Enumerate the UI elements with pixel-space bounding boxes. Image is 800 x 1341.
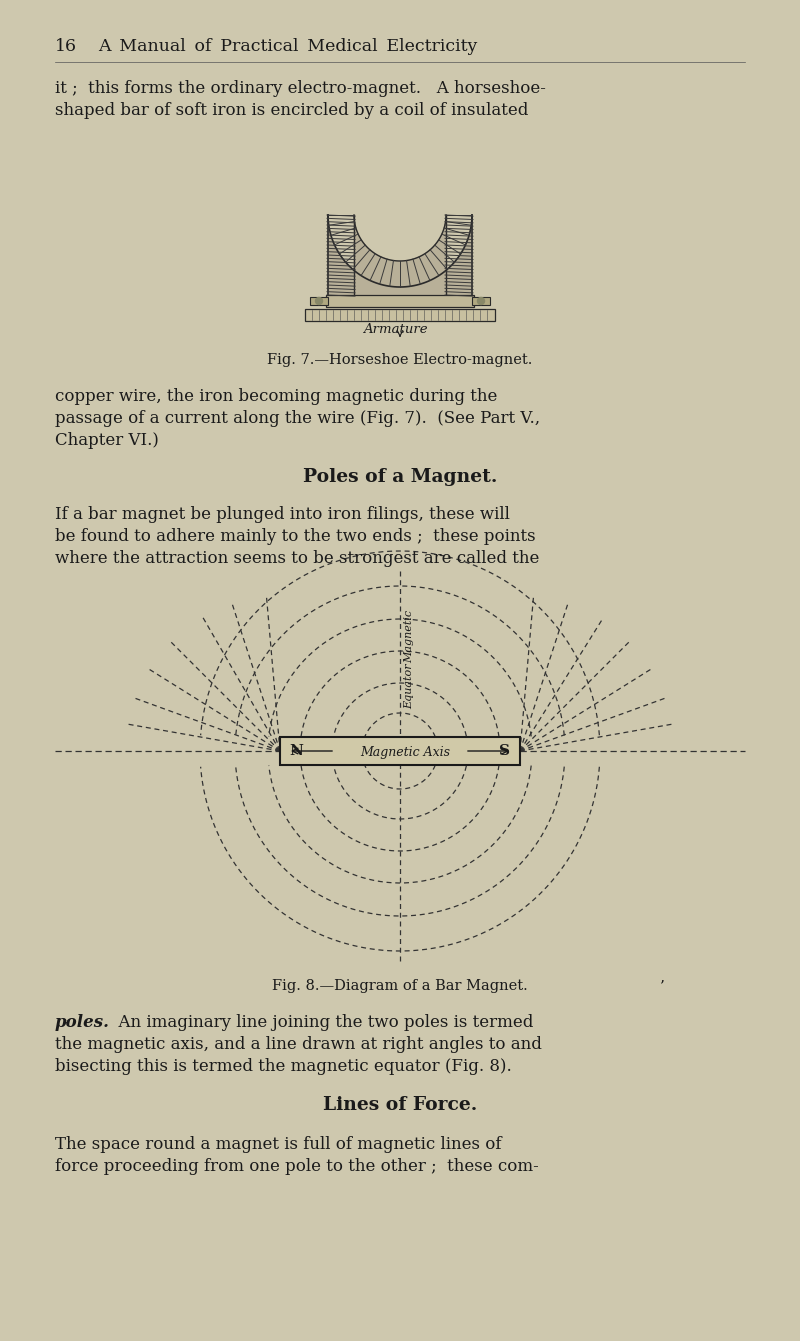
Text: Chapter VI.): Chapter VI.) xyxy=(55,432,159,449)
Text: ’: ’ xyxy=(660,979,665,992)
Text: Fig. 8.—Diagram of a Bar Magnet.: Fig. 8.—Diagram of a Bar Magnet. xyxy=(272,979,528,992)
Text: shaped bar of soft iron is encircled by a coil of insulated: shaped bar of soft iron is encircled by … xyxy=(55,102,528,119)
Circle shape xyxy=(315,298,322,304)
Text: the magnetic axis, and a line drawn at right angles to and: the magnetic axis, and a line drawn at r… xyxy=(55,1037,542,1053)
Text: Magnetic Axis: Magnetic Axis xyxy=(360,746,450,759)
Text: poles.: poles. xyxy=(55,1014,110,1031)
Text: Poles of a Magnet.: Poles of a Magnet. xyxy=(303,468,497,485)
Bar xyxy=(326,295,474,307)
Text: it ;  this forms the ordinary electro-magnet.   A horseshoe-: it ; this forms the ordinary electro-mag… xyxy=(55,80,546,97)
Text: Armature: Armature xyxy=(362,323,427,337)
Circle shape xyxy=(478,298,485,304)
Text: where the attraction seems to be strongest are called the: where the attraction seems to be stronge… xyxy=(55,550,539,567)
Text: S: S xyxy=(498,744,510,758)
Text: passage of a current along the wire (Fig. 7).  (See Part V.,: passage of a current along the wire (Fig… xyxy=(55,410,540,426)
Text: Fig. 7.—Horseshoe Electro-magnet.: Fig. 7.—Horseshoe Electro-magnet. xyxy=(267,353,533,367)
Text: be found to adhere mainly to the two ends ;  these points: be found to adhere mainly to the two end… xyxy=(55,528,536,544)
Text: Equator: Equator xyxy=(404,664,414,709)
Bar xyxy=(280,738,520,764)
Text: N: N xyxy=(289,744,303,758)
Text: A Manual of Practical Medical Electricity: A Manual of Practical Medical Electricit… xyxy=(98,38,478,55)
Bar xyxy=(310,296,328,304)
Text: bisecting this is termed the magnetic equator (Fig. 8).: bisecting this is termed the magnetic eq… xyxy=(55,1058,512,1075)
Text: If a bar magnet be plunged into iron filings, these will: If a bar magnet be plunged into iron fil… xyxy=(55,506,510,523)
Text: 16: 16 xyxy=(55,38,77,55)
Bar xyxy=(472,296,490,304)
Text: copper wire, the iron becoming magnetic during the: copper wire, the iron becoming magnetic … xyxy=(55,388,498,405)
Polygon shape xyxy=(328,215,472,295)
Bar xyxy=(305,308,495,320)
Text: force proceeding from one pole to the other ;  these com-: force proceeding from one pole to the ot… xyxy=(55,1159,538,1175)
Text: An imaginary line joining the two poles is termed: An imaginary line joining the two poles … xyxy=(108,1014,534,1031)
Text: Magnetic: Magnetic xyxy=(404,609,414,662)
Text: Lines of Force.: Lines of Force. xyxy=(323,1096,477,1114)
Text: The space round a magnet is full of magnetic lines of: The space round a magnet is full of magn… xyxy=(55,1136,502,1153)
